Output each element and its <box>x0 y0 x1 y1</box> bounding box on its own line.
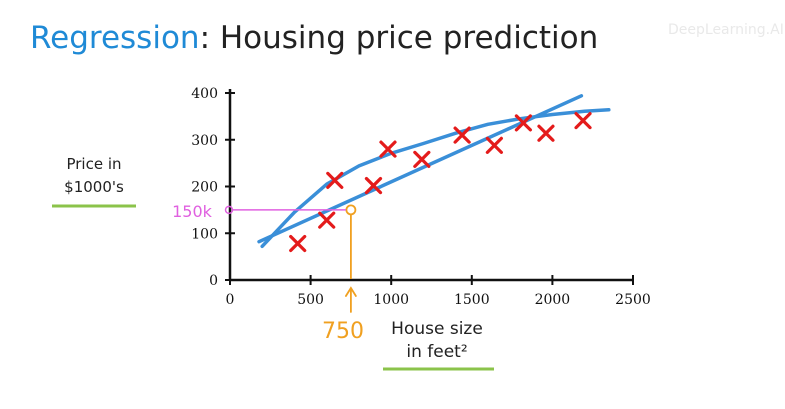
x-marker-label: 750 <box>322 319 364 344</box>
y-label-line-1: Price in <box>66 155 121 173</box>
data-point-stroke <box>379 140 397 158</box>
data-point-stroke <box>289 234 307 253</box>
x-tick-label: 2000 <box>535 292 571 308</box>
data-point-stroke <box>514 114 532 132</box>
data-point <box>537 124 555 142</box>
data-point <box>326 171 344 190</box>
x-label-line-2: in feet² <box>406 342 467 362</box>
data-point <box>453 126 471 144</box>
data-point-stroke <box>485 136 503 154</box>
data-point-stroke <box>574 111 592 130</box>
data-point <box>413 150 431 168</box>
y-marker-label: 150k <box>172 202 213 221</box>
data-point <box>514 114 532 132</box>
y-label-line-2: $1000's <box>64 178 124 196</box>
x-label-line-1: House size <box>391 319 483 339</box>
slide-title: Regression: Housing price prediction <box>30 20 598 56</box>
data-point <box>379 140 397 158</box>
fit-lines <box>257 94 611 249</box>
annotations: 750 150k <box>172 202 364 344</box>
x-pointer-arrow <box>345 286 357 313</box>
data-point <box>318 211 336 229</box>
x-tick-label: 1500 <box>454 292 490 308</box>
y-marker-dot <box>224 205 234 215</box>
data-point <box>289 234 307 253</box>
watermark-logo: DeepLearning.AI <box>668 22 784 38</box>
title-rest: : Housing price prediction <box>199 20 599 56</box>
x-tick-label: 0 <box>226 292 235 308</box>
data-point <box>485 136 503 154</box>
x-axis-label: House size in feet² <box>383 319 494 371</box>
data-point <box>574 111 592 130</box>
x-tick-label: 1000 <box>373 292 409 308</box>
y-tick-label: 0 <box>209 273 218 289</box>
prediction-marker <box>345 204 357 216</box>
y-tick-label: 200 <box>191 180 218 196</box>
x-tick-label: 2500 <box>615 292 651 308</box>
title-keyword: Regression <box>30 20 200 56</box>
chart-axes: 0 100 200 300 400 0 500 1000 1500 2000 2500 <box>191 86 651 308</box>
data-points <box>289 111 592 253</box>
data-point-stroke <box>537 124 555 142</box>
y-tick-label: 400 <box>191 86 218 102</box>
data-point-stroke <box>326 171 344 190</box>
data-point <box>364 176 383 195</box>
y-tick-label: 300 <box>191 133 218 149</box>
x-tick-label: 500 <box>297 292 324 308</box>
y-tick-label: 100 <box>191 226 218 242</box>
data-point-stroke <box>413 150 431 168</box>
data-point-stroke <box>364 176 383 195</box>
curve-fit <box>260 108 611 249</box>
data-point-stroke <box>318 211 336 229</box>
y-axis-label: Price in $1000's <box>52 155 136 208</box>
data-point-stroke <box>453 126 471 144</box>
